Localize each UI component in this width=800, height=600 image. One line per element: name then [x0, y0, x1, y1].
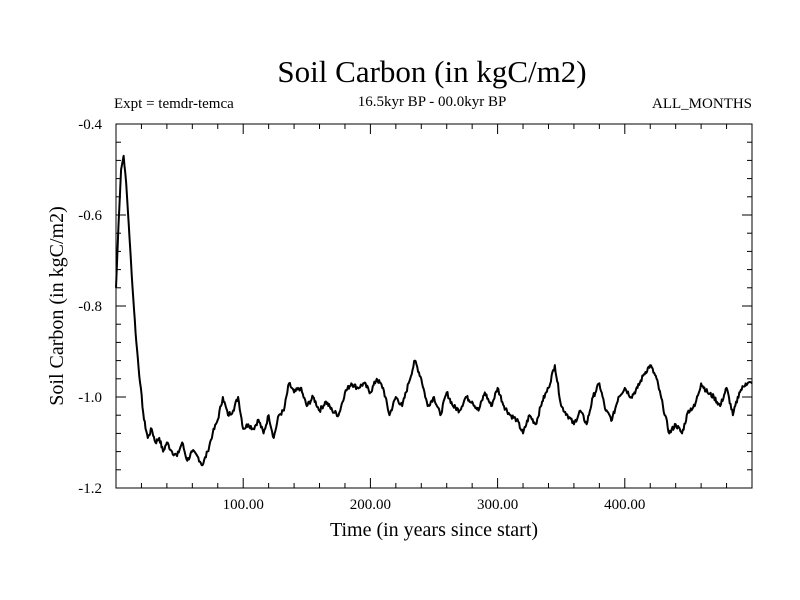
x-tick-label: 400.00 — [604, 497, 645, 513]
x-axis-ticks — [140, 124, 728, 488]
y-axis-ticks — [116, 141, 752, 471]
experiment-label: Expt = temdr-temca — [114, 96, 234, 112]
chart-title: Soil Carbon (in kgC/m2) — [277, 54, 586, 89]
y-axis-tick-labels: -1.2 -1.0 -0.8 -0.6 -0.4 — [78, 117, 102, 497]
time-range-label: 16.5kyr BP - 00.0kyr BP — [358, 94, 507, 110]
y-tick-label: -0.6 — [78, 208, 102, 224]
y-tick-label: -1.0 — [78, 390, 102, 406]
x-tick-label: 300.00 — [477, 497, 518, 513]
x-tick-label: 200.00 — [350, 497, 391, 513]
y-tick-label: -0.8 — [78, 299, 102, 315]
series-line-soil-carbon — [115, 154, 753, 467]
months-label: ALL_MONTHS — [652, 96, 752, 112]
plot-frame — [115, 123, 753, 489]
x-tick-label: 100.00 — [223, 497, 264, 513]
y-tick-label: -0.4 — [78, 117, 102, 133]
x-axis-tick-labels: 100.00 200.00 300.00 400.00 — [223, 497, 646, 513]
y-tick-label: -1.2 — [78, 481, 102, 497]
x-axis-label: Time (in years since start) — [330, 519, 538, 541]
y-axis-label: Soil Carbon (in kgC/m2) — [46, 206, 68, 405]
